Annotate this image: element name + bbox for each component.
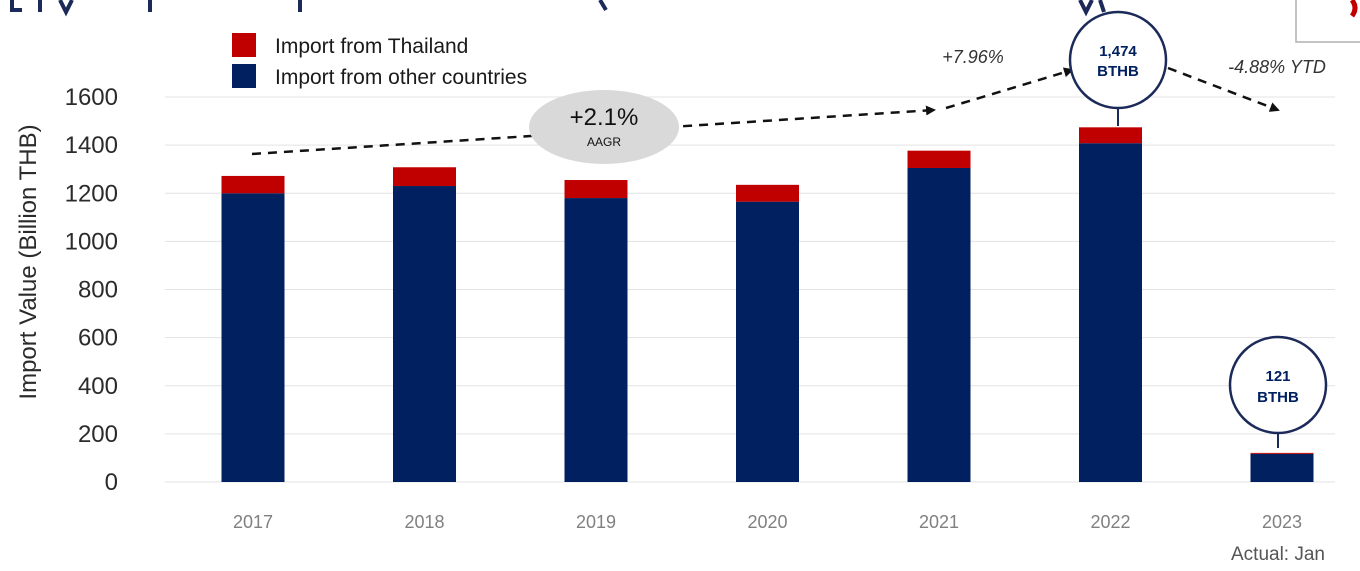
growth-2022-label: +7.96% (942, 47, 1004, 67)
bar-other-countries (736, 201, 799, 482)
total-2023-value: 121 (1265, 368, 1290, 385)
bar-thailand (907, 150, 971, 168)
bar-other-countries (1250, 453, 1314, 482)
title-strip (0, 0, 1140, 16)
bar-thailand (1250, 452, 1314, 454)
legend: Import from Thailand Import from other c… (232, 33, 527, 89)
bar-thailand (736, 184, 799, 202)
legend-swatch-other (232, 64, 256, 88)
x-tick-label: 2019 (576, 512, 616, 532)
y-tick-label: 200 (78, 421, 118, 448)
x-axis-ticks: 2017 2018 2019 2020 2021 2022 2023 (233, 512, 1302, 532)
y-tick-label: 1000 (65, 228, 118, 255)
bars (221, 127, 1314, 482)
total-2023-circle (1228, 335, 1328, 435)
x-tick-label: 2020 (747, 512, 787, 532)
x-tick-label: 2018 (404, 512, 444, 532)
total-2022-callout: 1,474 BTHB (1068, 10, 1168, 126)
footnote: Actual: Jan (1231, 544, 1325, 565)
y-axis-ticks: 0 200 400 600 800 1000 1200 1400 1600 (65, 84, 118, 496)
x-tick-label: 2022 (1090, 512, 1130, 532)
y-tick-label: 1400 (65, 132, 118, 159)
ytd-2023-arrow (1167, 66, 1280, 112)
bar-thailand (1079, 127, 1142, 144)
y-tick-label: 1600 (65, 84, 118, 111)
legend-label-thailand: Import from Thailand (275, 35, 468, 58)
bar-thailand (564, 180, 628, 199)
growth-2022-arrow (945, 67, 1074, 110)
logo-mark (1349, 0, 1358, 18)
logo-box (1295, 0, 1360, 43)
total-2022-circle (1068, 10, 1168, 110)
ytd-2023-label: -4.88% YTD (1228, 57, 1326, 77)
y-tick-label: 1200 (65, 180, 118, 207)
aagr-ellipse (529, 90, 679, 164)
total-2023-callout: 121 BTHB (1228, 335, 1328, 448)
legend-label-other: Import from other countries (275, 66, 527, 89)
y-tick-label: 400 (78, 373, 118, 400)
aagr-value: +2.1% (570, 104, 639, 131)
bar-other-countries (393, 186, 456, 482)
bar-other-countries (221, 193, 285, 482)
aagr-label: AAGR (587, 135, 621, 149)
x-tick-label: 2021 (919, 512, 959, 532)
total-2023-unit: BTHB (1257, 389, 1299, 406)
title-fragment (10, 0, 1106, 17)
x-tick-label: 2017 (233, 512, 273, 532)
total-2022-unit: BTHB (1097, 63, 1139, 80)
x-tick-label: 2023 (1262, 512, 1302, 532)
legend-swatch-thailand (232, 33, 256, 57)
y-axis-label: Import Value (Billion THB) (15, 124, 42, 399)
bar-thailand (221, 175, 285, 194)
bar-thailand (393, 167, 456, 187)
y-tick-label: 600 (78, 325, 118, 352)
y-tick-label: 800 (78, 277, 118, 304)
bar-other-countries (564, 198, 628, 482)
bar-other-countries (1079, 143, 1142, 482)
aagr-annotation: +2.1% AAGR (529, 90, 679, 164)
y-tick-label: 0 (105, 469, 118, 496)
bar-other-countries (907, 167, 971, 482)
total-2022-value: 1,474 (1099, 43, 1137, 60)
